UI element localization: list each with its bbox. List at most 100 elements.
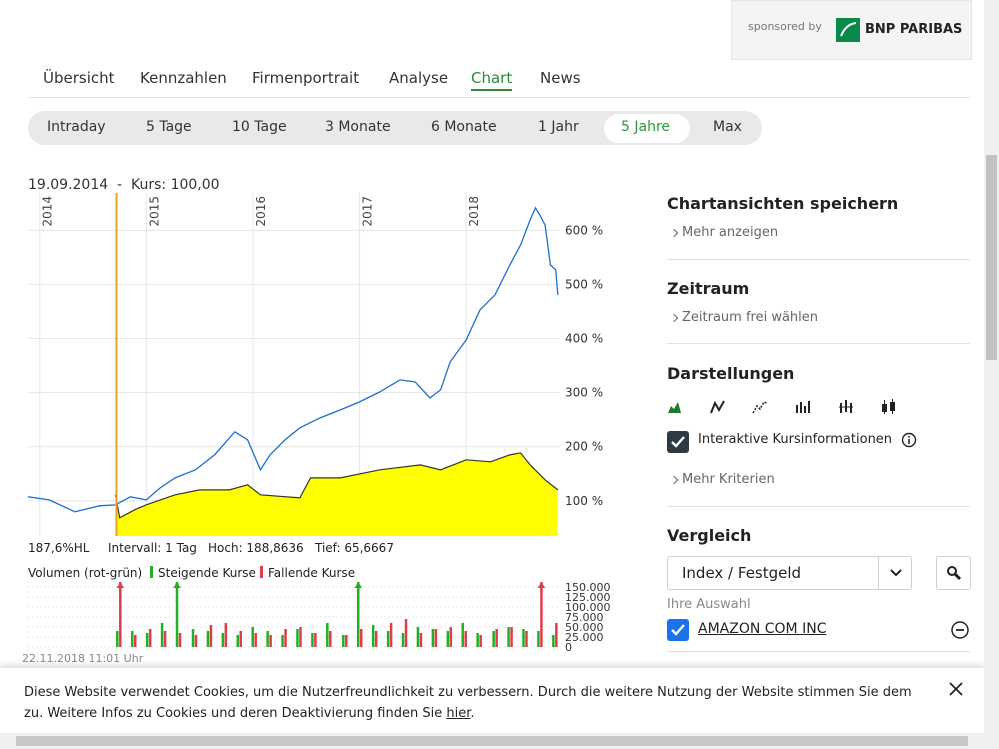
y-tick-label: 0 [565, 641, 572, 654]
legend-swatch [260, 566, 263, 578]
y-tick-label: 100 % [565, 494, 603, 508]
chart-stat: Hoch: 188,8636 [208, 541, 304, 555]
volume-bar [357, 582, 360, 647]
overflow-arrow [354, 582, 363, 588]
separator [667, 259, 970, 260]
sponsor-box: sponsored by BNP PARIBAS [731, 0, 972, 60]
y-tick-label: 25.000 [565, 631, 604, 644]
chart-stat: 187,6%HL [28, 541, 90, 555]
tab[interactable]: Firmenportrait [252, 69, 360, 87]
volume-bar [479, 635, 482, 647]
tab-divider [28, 97, 970, 98]
volume-bar [540, 582, 543, 647]
volume-bar [345, 635, 348, 647]
vertical-scrollbar[interactable] [984, 0, 999, 749]
volume-bar [552, 635, 555, 647]
volume-bar [326, 623, 329, 647]
volume-bar [284, 629, 287, 647]
volume-bar [254, 633, 257, 647]
volume-bar [401, 633, 405, 647]
y-tick-label: 600 % [565, 223, 603, 237]
volume-bar [145, 633, 149, 647]
volume-bar [194, 635, 198, 647]
icon-candles[interactable] [882, 399, 895, 414]
info-icon[interactable] [901, 432, 917, 448]
cookie-end: . [470, 706, 475, 721]
scroll-thumb[interactable] [986, 155, 997, 360]
volume-bar [389, 623, 393, 647]
volume-bar [360, 629, 363, 647]
period-active-pill [604, 114, 690, 143]
icon-ohlc[interactable] [796, 401, 810, 413]
chart-stat: Intervall: 1 Tag [108, 541, 197, 555]
sponsor-brand[interactable]: BNP PARIBAS [865, 22, 963, 37]
period-option[interactable]: Intraday [47, 119, 106, 135]
volume-bar [404, 619, 408, 647]
overflow-arrow [116, 582, 125, 588]
save-title: Chartansichten speichern [667, 194, 899, 213]
views-link[interactable]: Mehr Kriterien [670, 472, 775, 487]
period-option[interactable]: 5 Tage [146, 119, 192, 135]
volume-bar [495, 629, 498, 647]
selection-item[interactable]: AMAZON COM INC [698, 621, 827, 637]
tab[interactable]: Übersicht [43, 69, 115, 87]
volume-bar [492, 631, 495, 647]
volume-bar [537, 631, 540, 647]
icon-points[interactable] [752, 401, 768, 414]
tab[interactable]: Kennzahlen [140, 69, 227, 87]
volume-bar [130, 631, 134, 647]
period-option[interactable]: 6 Monate [431, 119, 497, 135]
volume-bar [329, 631, 332, 647]
volume-bar [266, 631, 269, 647]
view-icons [668, 399, 895, 414]
y-tick-label: 150.000 [565, 581, 611, 594]
y-tick-label: 300 % [565, 386, 603, 400]
volume-bar [221, 633, 225, 647]
volume-bar [119, 582, 122, 647]
remove-button[interactable] [950, 620, 970, 640]
search-button[interactable] [936, 556, 971, 590]
tab[interactable]: Chart [471, 69, 513, 91]
volume-bar [296, 629, 299, 647]
cookie-link[interactable]: hier [446, 706, 471, 721]
compare-select[interactable]: Index / Festgeld [667, 556, 912, 590]
period-option[interactable]: Max [713, 119, 742, 135]
save-link[interactable]: Mehr anzeigen [670, 225, 778, 240]
scroll-thumb[interactable] [16, 736, 968, 746]
select-arrow [890, 569, 902, 577]
icon-line[interactable] [710, 400, 725, 414]
x-tick-label: 2015 [147, 196, 161, 227]
volume-bar [461, 623, 464, 647]
period-option[interactable]: 5 Jahre [621, 119, 670, 135]
checkbox-checked[interactable] [667, 431, 689, 453]
volume-bar [236, 635, 240, 647]
volume-title: Volumen (rot-grün) [28, 566, 142, 580]
y-tick-label: 100.000 [565, 601, 611, 614]
overflow-arrow [537, 582, 546, 588]
volume-bar [464, 631, 467, 647]
volume-bar [299, 627, 302, 647]
icon-bars[interactable] [839, 400, 853, 413]
horizontal-scrollbar[interactable] [0, 733, 984, 749]
period-option[interactable]: 1 Jahr [538, 119, 579, 135]
legend-swatch [150, 566, 153, 578]
volume-bar [148, 629, 152, 647]
checkbox-checked[interactable] [667, 619, 689, 641]
volume-bar [239, 631, 243, 647]
volume-bar [449, 627, 453, 647]
tab[interactable]: News [540, 69, 581, 87]
separator [667, 651, 970, 652]
tab[interactable]: Analyse [389, 69, 449, 87]
icon-area[interactable] [668, 402, 681, 413]
cookie-message: Diese Website verwendet Cookies, um die … [24, 685, 912, 721]
cookie-close[interactable] [949, 682, 963, 696]
period-option[interactable]: 10 Tage [232, 119, 287, 135]
volume-bar [206, 631, 210, 647]
range-link[interactable]: Zeitraum frei wählen [670, 310, 818, 325]
volume-bar [555, 623, 558, 647]
volume-bar [371, 625, 375, 647]
period-option[interactable]: 3 Monate [325, 119, 391, 135]
sponsor-label: sponsored by [748, 20, 822, 33]
